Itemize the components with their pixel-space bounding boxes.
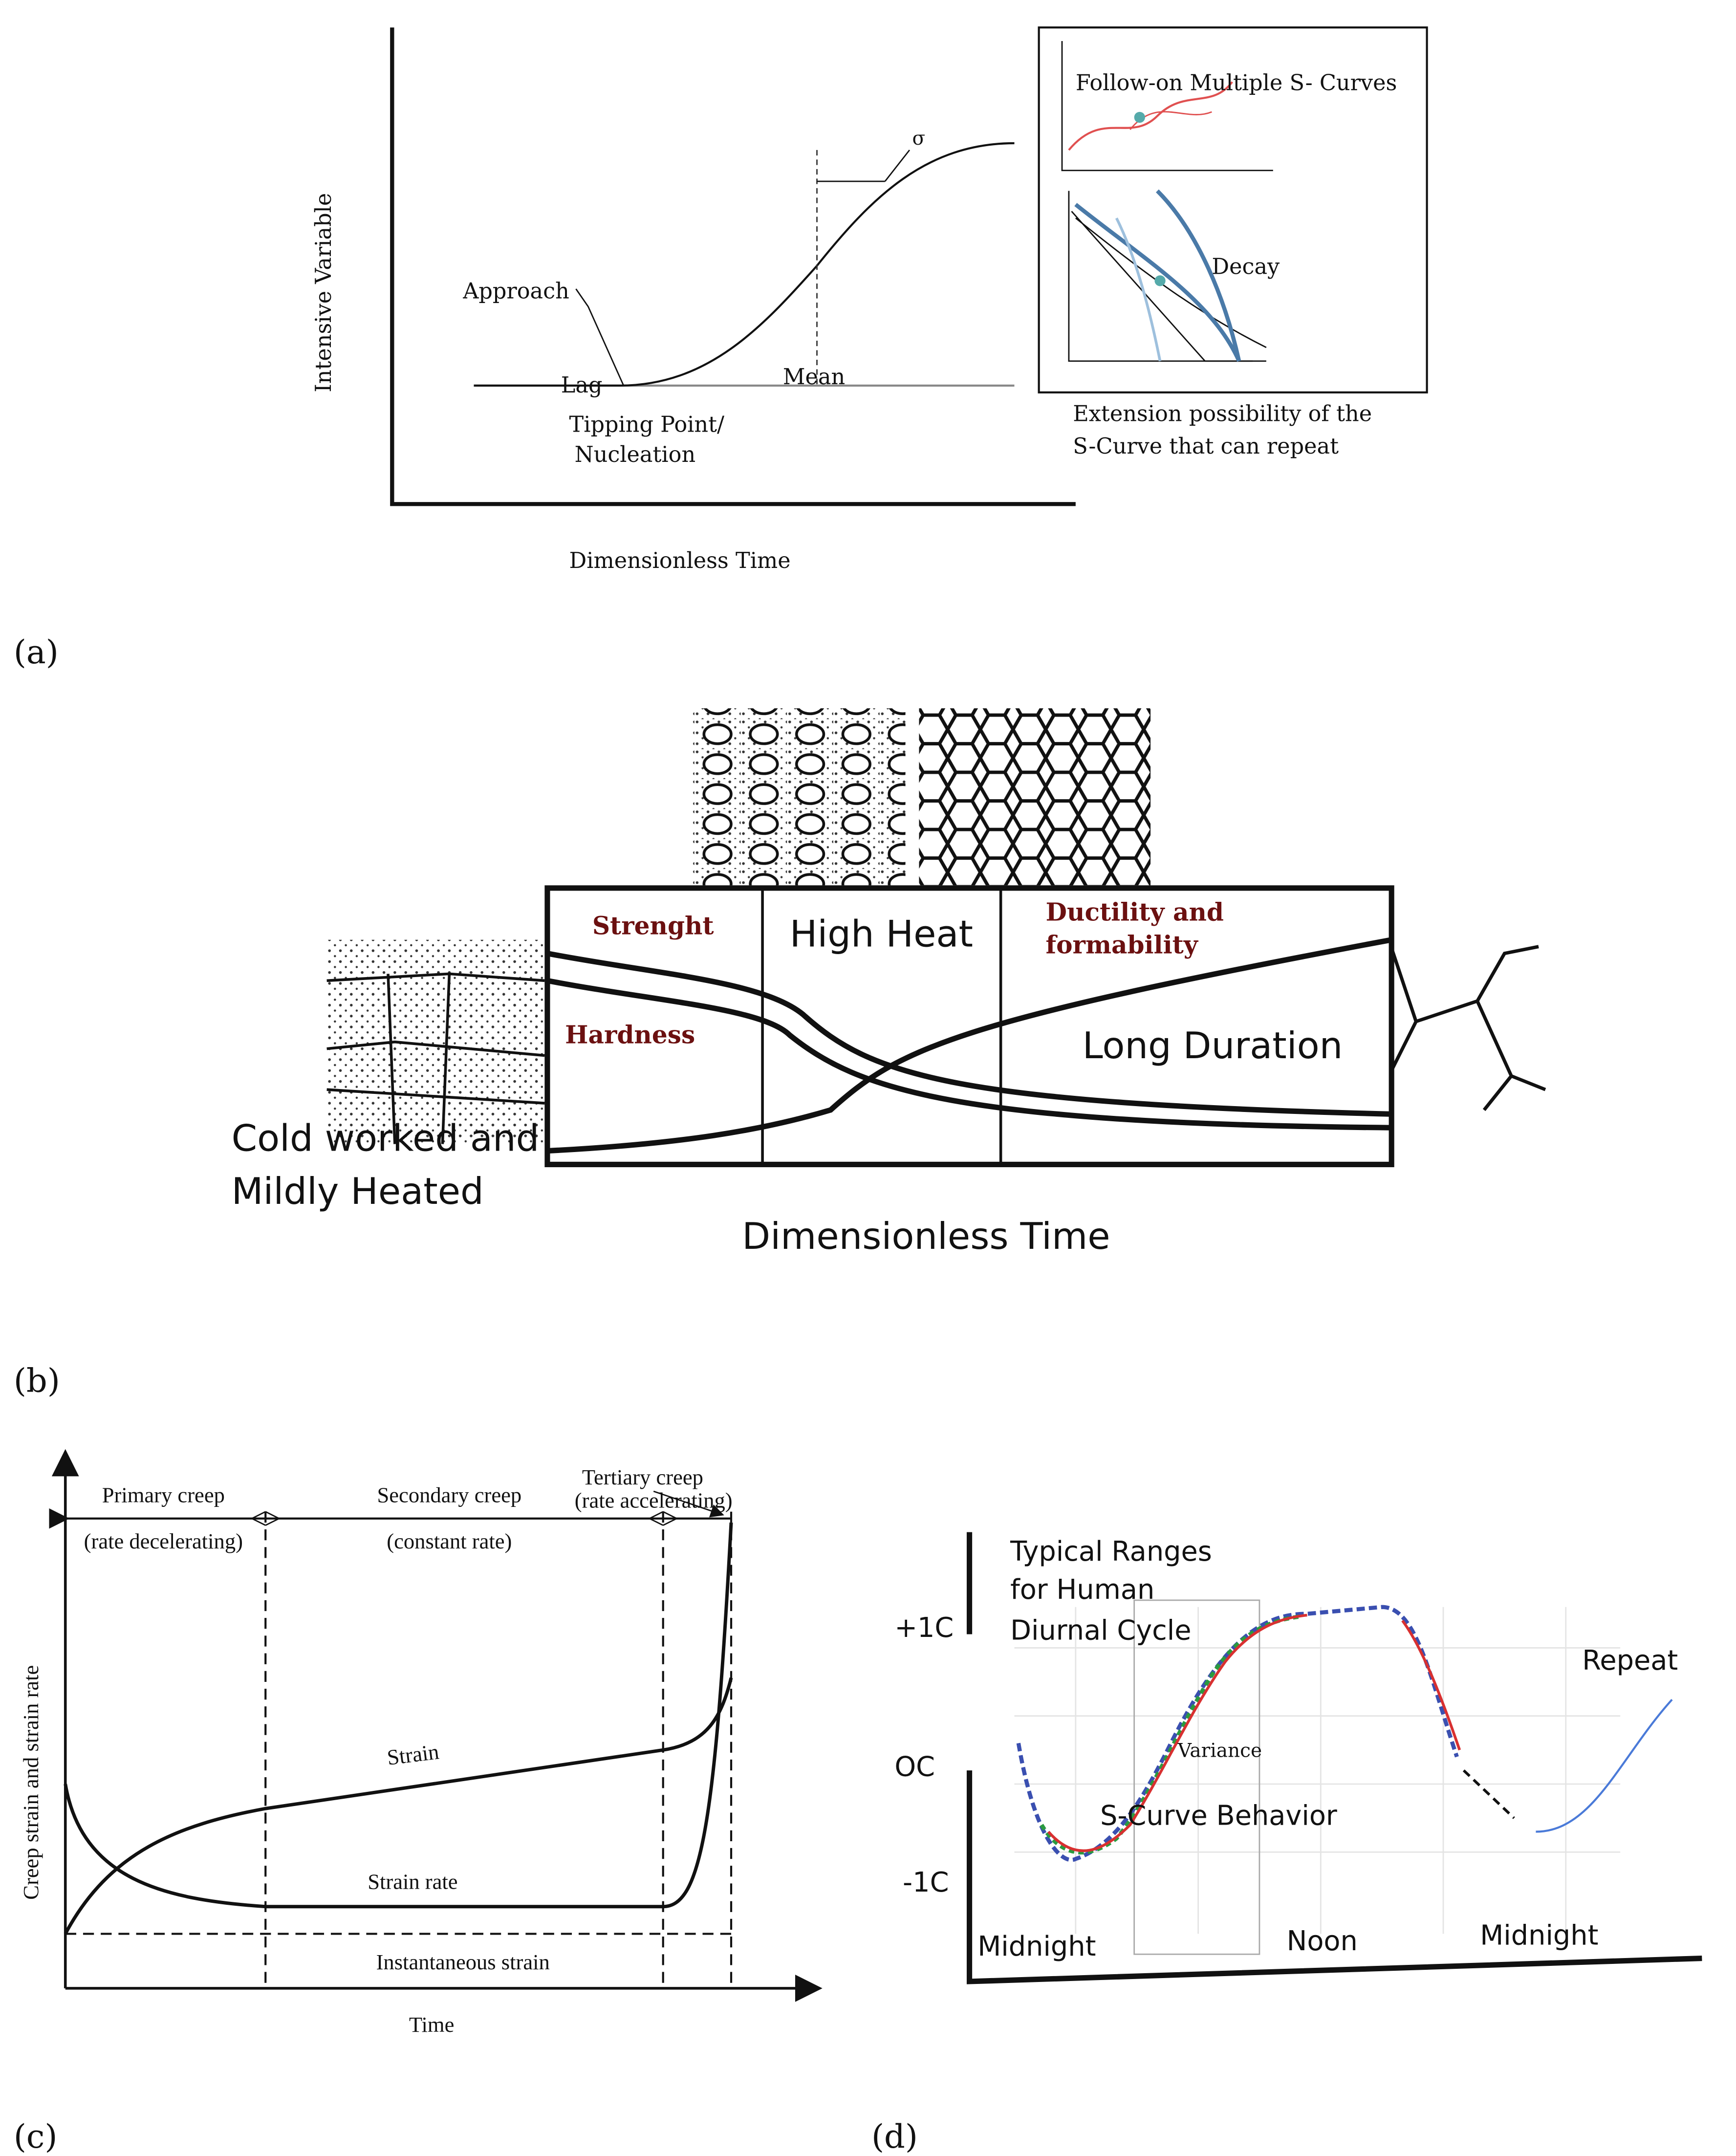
x-label: Midnight bbox=[1480, 1920, 1598, 1952]
cold-worked: Cold worked and bbox=[232, 1117, 540, 1160]
gap-dash bbox=[1462, 1769, 1515, 1819]
panel-label: (b) bbox=[14, 1362, 60, 1400]
decay-curve bbox=[1115, 217, 1162, 362]
approach-pointer bbox=[575, 288, 625, 386]
axes bbox=[390, 27, 1076, 506]
frame bbox=[544, 885, 1394, 1167]
variance-box bbox=[1133, 1599, 1260, 1955]
ductility: Ductility and bbox=[1046, 898, 1224, 927]
panel-label: (c) bbox=[14, 2117, 58, 2156]
panel-label: (a) bbox=[14, 633, 59, 671]
extension: Extension possibility of the bbox=[1073, 401, 1372, 426]
x-axis-label: Dimensionless Time bbox=[742, 1215, 1110, 1258]
diurnal-curve bbox=[1047, 1613, 1461, 1852]
decay-curve bbox=[1156, 189, 1241, 362]
tertiary-pointer bbox=[653, 1490, 724, 1518]
mean: Mean bbox=[783, 364, 845, 390]
x-label: Noon bbox=[1287, 1925, 1358, 1957]
panel-a: σ Approach Lag Mean Tipping Point/ Nucle… bbox=[14, 26, 1428, 671]
inset-axes bbox=[1061, 41, 1273, 172]
sigma: σ bbox=[912, 128, 926, 150]
strain-rate-curve bbox=[64, 1522, 733, 1909]
ductility: formability bbox=[1046, 931, 1199, 959]
panel-c: Tertiary creep (rate accelerating) Prima… bbox=[14, 1449, 823, 2156]
tertiary: Tertiary creep bbox=[582, 1465, 703, 1489]
diurnal-curve bbox=[1016, 1605, 1459, 1862]
hardness-curve bbox=[546, 978, 1392, 1131]
x-label: Midnight bbox=[977, 1931, 1096, 1962]
strength-curve bbox=[546, 951, 1392, 1117]
y-label: -1C bbox=[903, 1867, 949, 1898]
decay-lines bbox=[1071, 211, 1267, 362]
inset-title: Follow-on Multiple S- Curves bbox=[1076, 70, 1397, 95]
y-axis-label: Creep strain and strain rate bbox=[19, 1665, 43, 1900]
title: for Human bbox=[1010, 1574, 1154, 1606]
extension: S-Curve that can repeat bbox=[1073, 434, 1339, 459]
decay-curve bbox=[1074, 203, 1241, 362]
lag: Lag bbox=[561, 372, 603, 398]
texture bbox=[1380, 939, 1546, 1111]
hardness: Hardness bbox=[565, 1020, 695, 1049]
long-duration: Long Duration bbox=[1083, 1024, 1343, 1067]
title: Typical Ranges bbox=[1010, 1536, 1212, 1568]
primary: (rate decelerating) bbox=[84, 1529, 243, 1553]
sigma-bracket bbox=[817, 150, 911, 182]
grid bbox=[1014, 1607, 1621, 1934]
inset-box bbox=[1038, 26, 1428, 393]
inset-decay: Decay bbox=[1212, 254, 1280, 279]
tertiary: (rate accelerating) bbox=[575, 1488, 733, 1512]
s-curve-label: S-Curve Behavior bbox=[1100, 1800, 1337, 1832]
cold-worked: Mildly Heated bbox=[232, 1170, 484, 1213]
strain: Strain bbox=[386, 1739, 440, 1770]
inset-curve bbox=[1068, 81, 1233, 151]
panel-label: (d) bbox=[871, 2117, 918, 2156]
y-label: +1C bbox=[894, 1612, 954, 1644]
tipping: Nucleation bbox=[575, 442, 696, 467]
texture bbox=[919, 708, 1151, 886]
high-heat: High Heat bbox=[790, 913, 973, 956]
inset-dot bbox=[1134, 111, 1145, 123]
diurnal-curve bbox=[1040, 1614, 1301, 1854]
tipping: Tipping Point/ bbox=[569, 412, 725, 437]
axes bbox=[966, 1532, 1702, 1984]
inset-dot bbox=[1154, 275, 1166, 286]
texture bbox=[326, 972, 545, 1144]
variance: Variance bbox=[1177, 1740, 1262, 1762]
stage-arrows bbox=[250, 1511, 678, 1526]
y-label: OC bbox=[894, 1751, 935, 1783]
panel-d: Typical Ranges for Human Diurnal Cycle +… bbox=[871, 1532, 1702, 2156]
texture bbox=[690, 708, 906, 886]
y-axis-label: Intensive Variable bbox=[311, 193, 336, 392]
x-axis-label: Time bbox=[409, 2012, 454, 2037]
s-curve bbox=[474, 142, 1015, 387]
inset-axes bbox=[1068, 191, 1266, 362]
repeat-curve bbox=[1536, 1699, 1673, 1833]
panel-b: Strenght High Heat Ductility and formabi… bbox=[14, 708, 1546, 1400]
instantaneous: Instantaneous strain bbox=[376, 1950, 550, 1974]
title: Diurnal Cycle bbox=[1010, 1615, 1191, 1647]
secondary: Secondary creep bbox=[377, 1482, 521, 1507]
secondary: (constant rate) bbox=[387, 1529, 512, 1553]
strain-rate: Strain rate bbox=[368, 1869, 457, 1894]
ductility-curve bbox=[547, 937, 1392, 1154]
approach: Approach bbox=[462, 279, 569, 304]
strain-curve bbox=[64, 1677, 733, 1935]
x-axis-label: Dimensionless Time bbox=[569, 548, 790, 573]
texture bbox=[326, 939, 547, 1144]
strength: Strenght bbox=[592, 912, 714, 940]
primary: Primary creep bbox=[102, 1482, 225, 1507]
repeat: Repeat bbox=[1582, 1645, 1678, 1677]
